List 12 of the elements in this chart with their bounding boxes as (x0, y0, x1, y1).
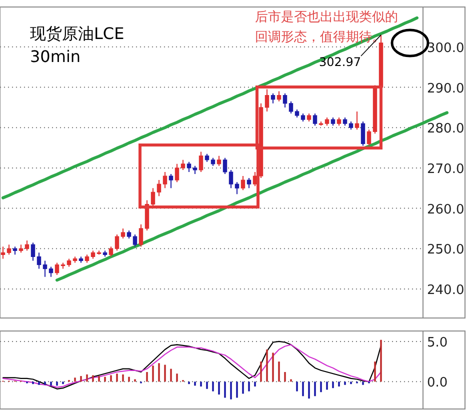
y-tick-label: 290.0 (427, 81, 464, 96)
y-tick-label: 0.0 (427, 376, 448, 391)
text: 现货原油LCE (30, 24, 124, 43)
y-tick-label: 240.0 (427, 282, 464, 298)
annotation: 302.97 (319, 55, 361, 69)
y-tick-label: 300.0 (427, 40, 464, 56)
y-tick-label: 270.0 (427, 162, 464, 177)
y-tick-label: 5.0 (427, 335, 448, 350)
y-tick-label: 280.0 (427, 122, 464, 137)
y-tick-label: 250.0 (427, 242, 464, 258)
y-tick-label: 260.0 (427, 202, 464, 218)
text: 30min (30, 47, 81, 66)
